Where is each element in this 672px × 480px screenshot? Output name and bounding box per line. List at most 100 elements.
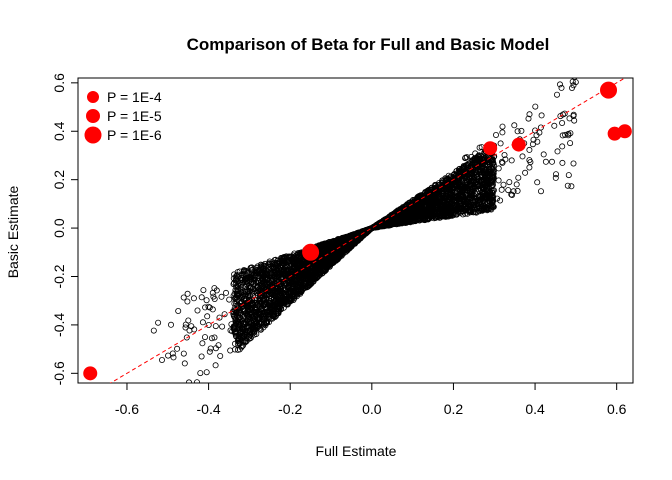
data-point-4740: [495, 165, 502, 172]
data-point-4661: [212, 323, 219, 330]
highlighted-point-3: [511, 137, 526, 152]
data-point-4745: [506, 179, 513, 186]
data-point-4793: [498, 186, 505, 193]
data-point-4787: [500, 181, 507, 188]
data-point-4681: [226, 296, 233, 303]
data-point-4609: [198, 294, 205, 301]
data-point-4655: [186, 327, 193, 334]
data-point-4603: [170, 401, 175, 406]
data-point-4656: [165, 352, 172, 359]
data-point-4605: [155, 319, 162, 326]
data-point-4799: [499, 123, 506, 130]
data-point-4685: [199, 340, 206, 347]
data-point-4686: [184, 298, 191, 305]
x-tick-label-1: -0.4: [197, 401, 221, 417]
data-point-4665: [147, 412, 152, 417]
data-point-4601: [201, 334, 208, 341]
data-point-4613: [167, 385, 172, 390]
highlighted-point-6: [617, 124, 632, 139]
legend-marker-2: [84, 126, 102, 144]
data-point-4659: [212, 362, 219, 369]
data-point-4758: [559, 159, 566, 166]
data-point-4672: [197, 370, 204, 377]
data-point-4746: [554, 91, 561, 98]
y-tick-label-2: -0.2: [51, 264, 67, 288]
legend-marker-1: [86, 109, 100, 123]
data-point-4701: [565, 172, 572, 179]
data-point-4679: [198, 353, 205, 360]
data-point-4744: [505, 187, 512, 194]
data-point-4732: [515, 174, 522, 181]
highlighted-point-0: [83, 366, 98, 381]
data-point-4768: [508, 157, 515, 164]
data-point-4662: [163, 389, 168, 394]
x-axis-title: Full Estimate: [316, 443, 397, 459]
data-point-4629: [175, 307, 182, 314]
data-point-4697: [559, 143, 566, 150]
y-tick-label-6: 0.6: [51, 73, 67, 93]
data-point-4621: [150, 327, 157, 334]
data-point-4720: [538, 188, 545, 195]
y-tick-label-0: -0.6: [51, 361, 67, 385]
data-point-4763: [538, 112, 545, 119]
data-point-4658: [218, 293, 225, 300]
data-point-4769: [542, 158, 549, 165]
data-point-625: [254, 263, 261, 270]
data-point-4741: [559, 120, 566, 127]
data-point-4792: [551, 122, 558, 129]
legend-label-0: P = 1E-4: [107, 89, 162, 105]
legend: P = 1E-4P = 1E-5P = 1E-6: [84, 89, 162, 144]
data-point-4750: [532, 103, 539, 110]
data-point-4625: [164, 402, 169, 407]
data-point-4676: [190, 295, 197, 302]
data-point-4653: [181, 360, 188, 367]
data-point-4691: [511, 122, 518, 129]
y-tick-label-5: 0.4: [51, 121, 67, 141]
data-point-4620: [227, 347, 234, 354]
data-point-4727: [526, 146, 533, 153]
y-tick-label-1: -0.4: [51, 313, 67, 337]
data-point-4703: [570, 160, 577, 167]
y-axis: -0.6-0.4-0.20.00.20.40.6: [51, 73, 79, 385]
data-point-4643: [194, 307, 201, 314]
data-point-4670: [180, 350, 187, 357]
data-point-4636: [174, 345, 181, 352]
data-point-4611: [194, 379, 200, 383]
x-axis: -0.6 -0.4 -0.2 0.0 0.2 0.4 0.6: [115, 382, 627, 417]
data-point-4651: [199, 319, 206, 326]
data-point-4646: [153, 417, 158, 422]
data-point-1746: [266, 318, 273, 325]
data-point-4628: [186, 379, 192, 383]
data-point-4784: [540, 151, 547, 158]
chart-title: Comparison of Beta for Full and Basic Mo…: [187, 35, 550, 54]
data-point-4753: [519, 153, 526, 160]
data-point-4626: [222, 289, 229, 296]
data-point-4667: [153, 409, 158, 414]
data-point-4632: [206, 348, 213, 355]
legend-label-1: P = 1E-5: [107, 108, 162, 124]
data-point-4682: [167, 321, 174, 328]
data-point-4762: [549, 158, 556, 165]
data-point-4735: [568, 183, 575, 190]
data-point-4645: [219, 323, 226, 330]
data-point-4616: [203, 369, 210, 376]
data-point-4772: [522, 169, 529, 176]
legend-marker-0: [87, 91, 99, 103]
data-point-4666: [158, 356, 165, 363]
data-point-4776: [564, 182, 571, 189]
x-tick-label-2: -0.2: [278, 401, 302, 417]
x-tick-label-6: 0.6: [607, 401, 627, 417]
highlighted-point-1: [302, 243, 320, 261]
data-point-4779: [554, 148, 561, 155]
data-point-4796: [534, 179, 541, 186]
data-point-4660: [217, 352, 224, 359]
y-axis-title: Basic Estimate: [5, 185, 21, 278]
data-point-4751: [495, 177, 502, 184]
data-point-4617: [147, 407, 152, 412]
highlighted-point-4: [600, 81, 618, 99]
data-point-4663: [209, 289, 216, 296]
data-point-4690: [499, 129, 506, 136]
data-point-4680: [170, 354, 177, 361]
data-point-1051: [256, 298, 263, 305]
